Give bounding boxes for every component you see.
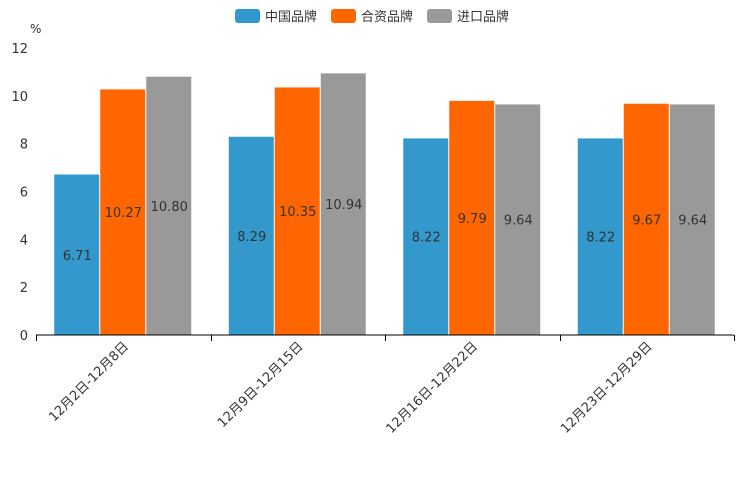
x-category-label: 12月23日-12月29日 — [558, 339, 655, 436]
bar-series-2-cat-1[interactable] — [320, 73, 366, 335]
bar-value-label: 8.22 — [412, 231, 441, 246]
bar-value-label: 10.27 — [105, 206, 142, 221]
bar-series-2-cat-0[interactable] — [146, 76, 192, 335]
bar-series-2-cat-3[interactable] — [669, 104, 715, 336]
legend-swatch-imported-brand — [427, 8, 452, 23]
legend: 中国品牌 合资品牌 进口品牌 — [0, 6, 744, 25]
y-tick-label: 2 — [20, 281, 28, 296]
x-category-label: 12月16日-12月22日 — [384, 339, 481, 436]
y-tick-label: 0 — [20, 329, 28, 344]
bar-series-1-cat-1[interactable] — [274, 87, 320, 336]
y-tick-label: 6 — [20, 186, 28, 201]
legend-item-imported-brand[interactable]: 进口品牌 — [427, 6, 509, 25]
y-tick-label: 4 — [20, 233, 28, 248]
bar-series-0-cat-1[interactable] — [228, 136, 274, 335]
bar-series-0-cat-0[interactable] — [54, 174, 100, 335]
bar-value-label: 6.71 — [63, 249, 92, 264]
bar-series-1-cat-3[interactable] — [623, 103, 669, 335]
bar-value-label: 9.64 — [504, 214, 533, 229]
bar-series-2-cat-2[interactable] — [495, 104, 541, 336]
bar-value-label: 8.29 — [237, 230, 266, 245]
x-category-label: 12月2日-12月8日 — [46, 339, 132, 425]
legend-swatch-china-brand — [234, 8, 260, 23]
legend-item-joint-venture-brand[interactable]: 合资品牌 — [330, 6, 413, 25]
bar-series-1-cat-0[interactable] — [100, 89, 146, 336]
bar-value-label: 9.79 — [458, 212, 487, 227]
bar-series-0-cat-3[interactable] — [577, 138, 623, 335]
legend-label-china-brand: 中国品牌 — [264, 10, 317, 25]
bar-value-label: 10.80 — [151, 200, 188, 215]
x-category-label: 12月9日-12月15日 — [215, 339, 307, 431]
bar-series-0-cat-2[interactable] — [403, 138, 449, 335]
y-tick-label: 8 — [20, 138, 28, 153]
legend-label-joint-venture-brand: 合资品牌 — [360, 10, 413, 25]
legend-item-china-brand[interactable]: 中国品牌 — [234, 6, 317, 25]
bar-value-label: 9.67 — [632, 213, 661, 228]
bar-value-label: 8.22 — [586, 231, 615, 246]
bar-series-1-cat-2[interactable] — [449, 100, 495, 335]
bar-value-label: 9.64 — [678, 214, 707, 229]
legend-swatch-joint-venture-brand — [330, 8, 356, 23]
y-tick-label: 12 — [11, 42, 28, 57]
bar-value-label: 10.94 — [325, 198, 362, 213]
y-axis-unit: % — [30, 22, 42, 36]
bar-value-label: 10.35 — [279, 205, 316, 220]
legend-label-imported-brand: 进口品牌 — [457, 10, 510, 25]
y-tick-label: 10 — [11, 90, 28, 105]
